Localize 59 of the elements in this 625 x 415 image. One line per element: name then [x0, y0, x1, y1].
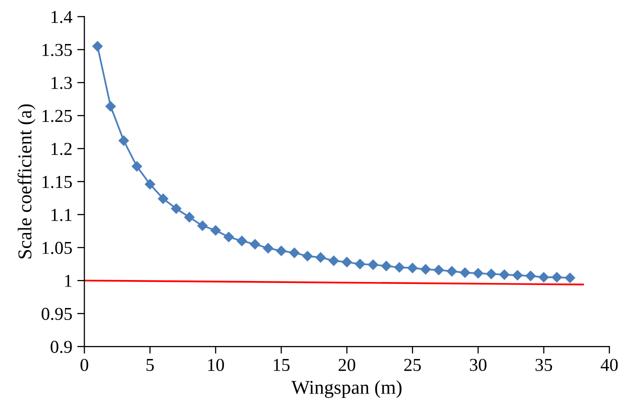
point — [368, 260, 378, 270]
point — [118, 136, 129, 146]
y-tick-label: 0.95 — [42, 308, 72, 320]
y-tick-label: 1.35 — [42, 44, 72, 56]
x-tick-label: 30 — [470, 358, 486, 372]
point — [526, 270, 536, 282]
point — [171, 204, 182, 214]
point — [552, 272, 562, 282]
y-tick-label: 1.1 — [52, 208, 72, 222]
point — [316, 252, 326, 263]
point — [210, 225, 221, 236]
x-tick-label: 25 — [404, 358, 421, 372]
y-tick-label: 1.3 — [52, 76, 72, 90]
point — [302, 251, 313, 262]
x-tick-label: 5 — [146, 359, 154, 372]
point — [224, 232, 234, 242]
point — [144, 179, 156, 190]
x-tick-label: 40 — [600, 358, 618, 372]
point — [158, 194, 168, 204]
point — [394, 262, 404, 272]
point — [420, 264, 431, 274]
x-tick-label: 0 — [80, 358, 88, 372]
point — [564, 272, 576, 284]
x-tick-label: 35 — [536, 358, 552, 372]
point — [446, 266, 457, 276]
y-tick-label: 1.15 — [42, 176, 72, 188]
point — [276, 246, 286, 256]
point — [92, 41, 103, 52]
point — [289, 248, 300, 258]
point — [132, 161, 142, 172]
x-tick-label: 15 — [274, 358, 290, 372]
point — [328, 256, 339, 266]
y-tick-label: 0.9 — [50, 340, 72, 354]
point — [236, 236, 247, 246]
point — [381, 260, 392, 272]
point — [434, 264, 444, 276]
point — [538, 272, 549, 282]
y-axis-title: Scale coefficient (a) — [18, 104, 36, 258]
point — [250, 239, 260, 250]
point — [342, 256, 352, 268]
x-tick-label: 20 — [338, 358, 356, 372]
point — [407, 262, 418, 274]
point — [460, 268, 470, 278]
point — [197, 220, 208, 231]
y-tick-label: 1.4 — [52, 10, 72, 24]
x-tick-label: 10 — [208, 358, 224, 372]
y-tick-label: 1.2 — [52, 142, 72, 156]
point — [499, 269, 510, 280]
point — [512, 270, 523, 280]
point — [184, 212, 194, 222]
point — [106, 101, 116, 112]
point — [473, 268, 484, 278]
point — [486, 268, 496, 280]
y-tick-label: 1.25 — [42, 110, 72, 122]
point — [263, 243, 274, 254]
point — [354, 258, 366, 270]
y-tick-label: 1.05 — [42, 242, 72, 254]
y-tick-label: 1 — [65, 274, 72, 287]
x-axis-title: Wingspan (m) — [291, 380, 402, 398]
